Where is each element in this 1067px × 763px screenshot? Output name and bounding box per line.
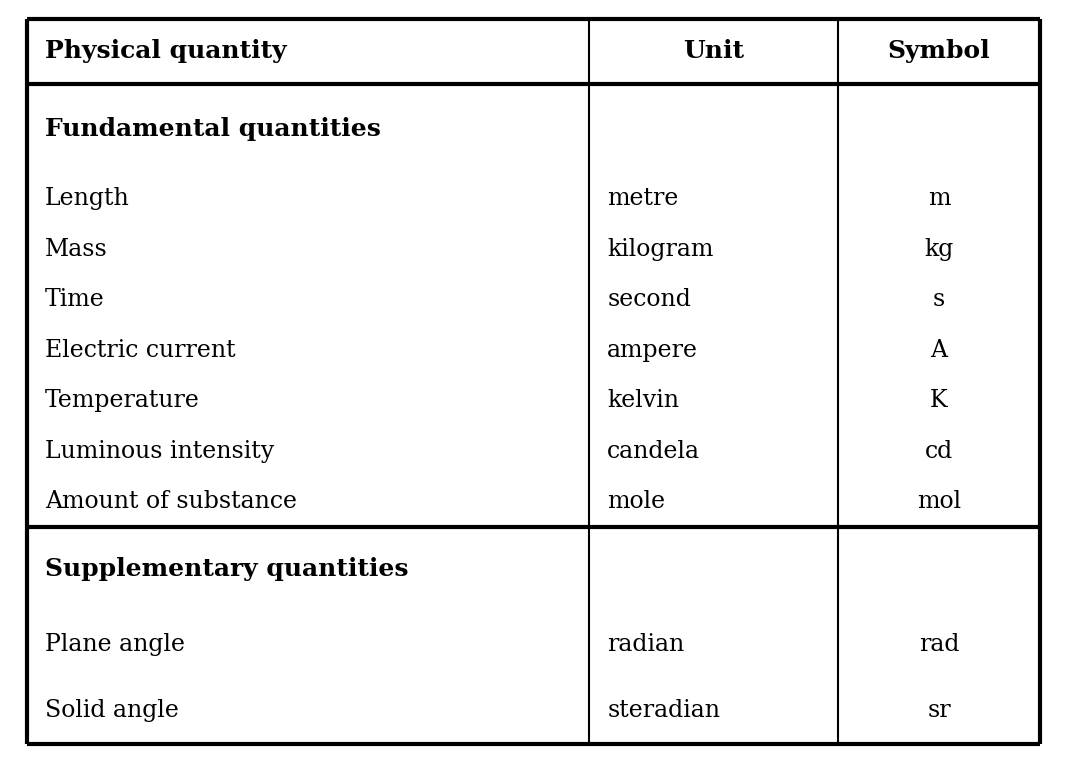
Text: mol: mol: [917, 490, 961, 513]
Text: Time: Time: [45, 288, 105, 311]
Text: Symbol: Symbol: [888, 40, 990, 63]
Text: candela: candela: [607, 439, 700, 462]
Text: Luminous intensity: Luminous intensity: [45, 439, 274, 462]
Text: m: m: [927, 187, 951, 210]
Text: kilogram: kilogram: [607, 237, 714, 261]
Text: Mass: Mass: [45, 237, 108, 261]
Text: cd: cd: [925, 439, 953, 462]
Text: K: K: [930, 389, 947, 412]
Text: ampere: ampere: [607, 339, 698, 362]
Text: second: second: [607, 288, 691, 311]
Text: Supplementary quantities: Supplementary quantities: [45, 557, 409, 581]
Text: metre: metre: [607, 187, 679, 210]
Text: Electric current: Electric current: [45, 339, 236, 362]
Text: Amount of substance: Amount of substance: [45, 490, 297, 513]
Text: s: s: [933, 288, 945, 311]
Text: Plane angle: Plane angle: [45, 633, 185, 656]
Text: sr: sr: [927, 700, 951, 723]
Text: rad: rad: [919, 633, 959, 656]
Text: kelvin: kelvin: [607, 389, 680, 412]
Text: steradian: steradian: [607, 700, 720, 723]
Text: kg: kg: [924, 237, 954, 261]
Text: Solid angle: Solid angle: [45, 700, 178, 723]
Text: Length: Length: [45, 187, 129, 210]
Text: Temperature: Temperature: [45, 389, 200, 412]
Text: Fundamental quantities: Fundamental quantities: [45, 117, 381, 140]
Text: Unit: Unit: [683, 40, 744, 63]
Text: radian: radian: [607, 633, 685, 656]
Text: Physical quantity: Physical quantity: [45, 40, 286, 63]
Text: mole: mole: [607, 490, 666, 513]
Text: A: A: [930, 339, 947, 362]
